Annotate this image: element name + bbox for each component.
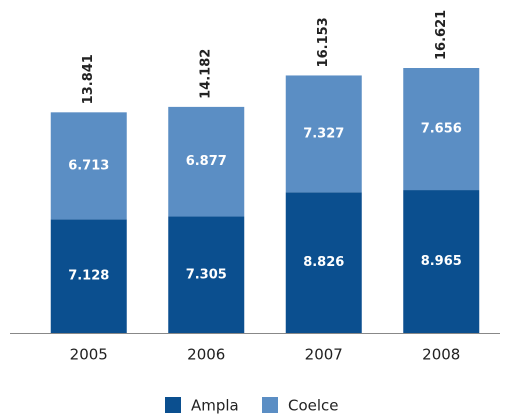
bar-segment	[50, 112, 127, 220]
bar-segment	[50, 219, 127, 333]
x-tick-label: 2005	[70, 346, 108, 364]
value-label: 8.965	[421, 254, 462, 269]
value-label: 7.327	[303, 126, 344, 141]
x-tick-label: 2007	[305, 346, 343, 364]
bar-segment	[403, 190, 480, 333]
value-label: 7.305	[186, 267, 227, 282]
bar-segment	[168, 106, 245, 217]
value-label: 6.713	[68, 158, 109, 173]
bar-segment	[285, 75, 362, 193]
value-label: 6.877	[186, 154, 227, 169]
bar-segment	[168, 216, 245, 333]
legend-label: Ampla	[191, 397, 239, 415]
bar-segment	[285, 192, 362, 333]
legend-label: Coelce	[288, 397, 339, 415]
legend-swatch	[262, 397, 278, 413]
total-label: 13.841	[81, 54, 96, 104]
value-label: 7.128	[68, 269, 109, 284]
total-label: 14.182	[199, 49, 214, 99]
x-tick-label: 2006	[187, 346, 225, 364]
legend-swatch	[165, 397, 181, 413]
value-label: 7.656	[421, 122, 462, 137]
total-label: 16.621	[434, 10, 449, 60]
bar-segment	[403, 68, 480, 191]
total-label: 16.153	[316, 17, 331, 67]
x-tick-label: 2008	[422, 346, 460, 364]
value-label: 8.826	[303, 255, 344, 270]
